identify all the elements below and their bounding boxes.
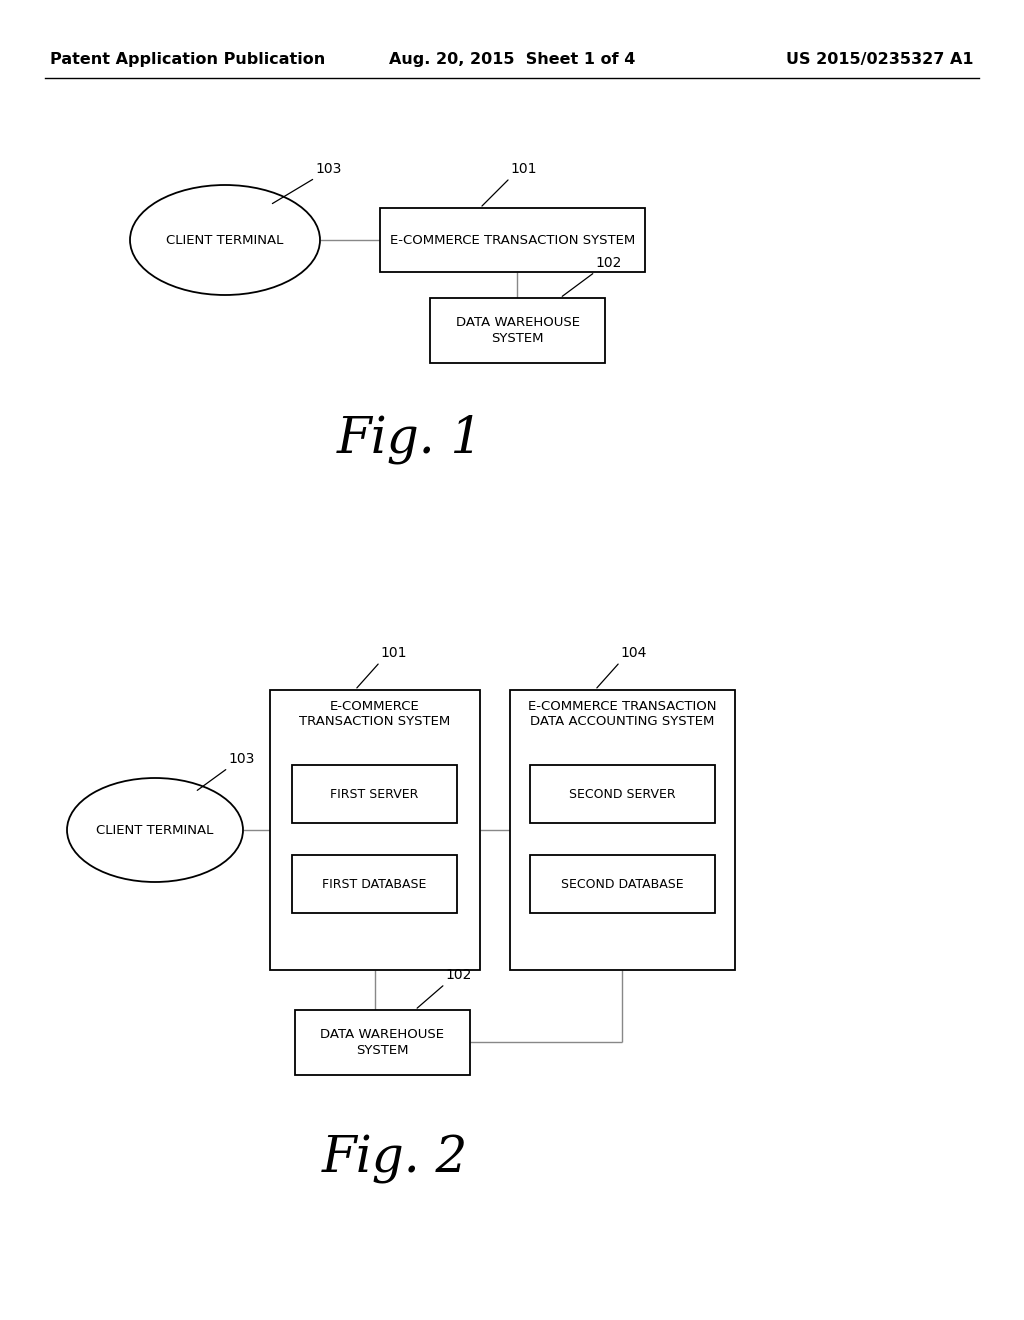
Bar bbox=[510, 690, 735, 970]
Text: Aug. 20, 2015  Sheet 1 of 4: Aug. 20, 2015 Sheet 1 of 4 bbox=[389, 51, 635, 67]
Text: Fig. 2: Fig. 2 bbox=[322, 1135, 468, 1184]
Text: 101: 101 bbox=[380, 645, 407, 660]
Text: E-COMMERCE
TRANSACTION SYSTEM: E-COMMERCE TRANSACTION SYSTEM bbox=[299, 700, 451, 729]
Ellipse shape bbox=[130, 185, 319, 294]
Text: E-COMMERCE TRANSACTION
DATA ACCOUNTING SYSTEM: E-COMMERCE TRANSACTION DATA ACCOUNTING S… bbox=[528, 700, 717, 729]
Text: SECOND DATABASE: SECOND DATABASE bbox=[561, 878, 684, 891]
Bar bbox=[295, 1010, 470, 1074]
Text: 103: 103 bbox=[228, 752, 254, 766]
Bar bbox=[292, 766, 457, 822]
Text: CLIENT TERMINAL: CLIENT TERMINAL bbox=[96, 824, 214, 837]
Text: FIRST DATABASE: FIRST DATABASE bbox=[323, 878, 427, 891]
Text: 101: 101 bbox=[510, 162, 537, 176]
Bar bbox=[380, 209, 645, 272]
Text: 104: 104 bbox=[620, 645, 646, 660]
Text: SECOND SERVER: SECOND SERVER bbox=[569, 788, 676, 800]
Text: 102: 102 bbox=[445, 968, 471, 982]
Bar bbox=[292, 855, 457, 913]
Text: CLIENT TERMINAL: CLIENT TERMINAL bbox=[166, 234, 284, 247]
Text: US 2015/0235327 A1: US 2015/0235327 A1 bbox=[786, 51, 974, 67]
Text: E-COMMERCE TRANSACTION SYSTEM: E-COMMERCE TRANSACTION SYSTEM bbox=[390, 234, 635, 247]
Ellipse shape bbox=[67, 777, 243, 882]
Bar bbox=[270, 690, 480, 970]
Text: FIRST SERVER: FIRST SERVER bbox=[331, 788, 419, 800]
Text: 102: 102 bbox=[595, 256, 622, 271]
Text: 103: 103 bbox=[315, 162, 341, 176]
Text: DATA WAREHOUSE
SYSTEM: DATA WAREHOUSE SYSTEM bbox=[321, 1028, 444, 1056]
Bar bbox=[430, 298, 605, 363]
Text: Fig. 1: Fig. 1 bbox=[337, 414, 483, 465]
Bar bbox=[530, 766, 715, 822]
Bar bbox=[530, 855, 715, 913]
Text: DATA WAREHOUSE
SYSTEM: DATA WAREHOUSE SYSTEM bbox=[456, 317, 580, 345]
Text: Patent Application Publication: Patent Application Publication bbox=[50, 51, 326, 67]
